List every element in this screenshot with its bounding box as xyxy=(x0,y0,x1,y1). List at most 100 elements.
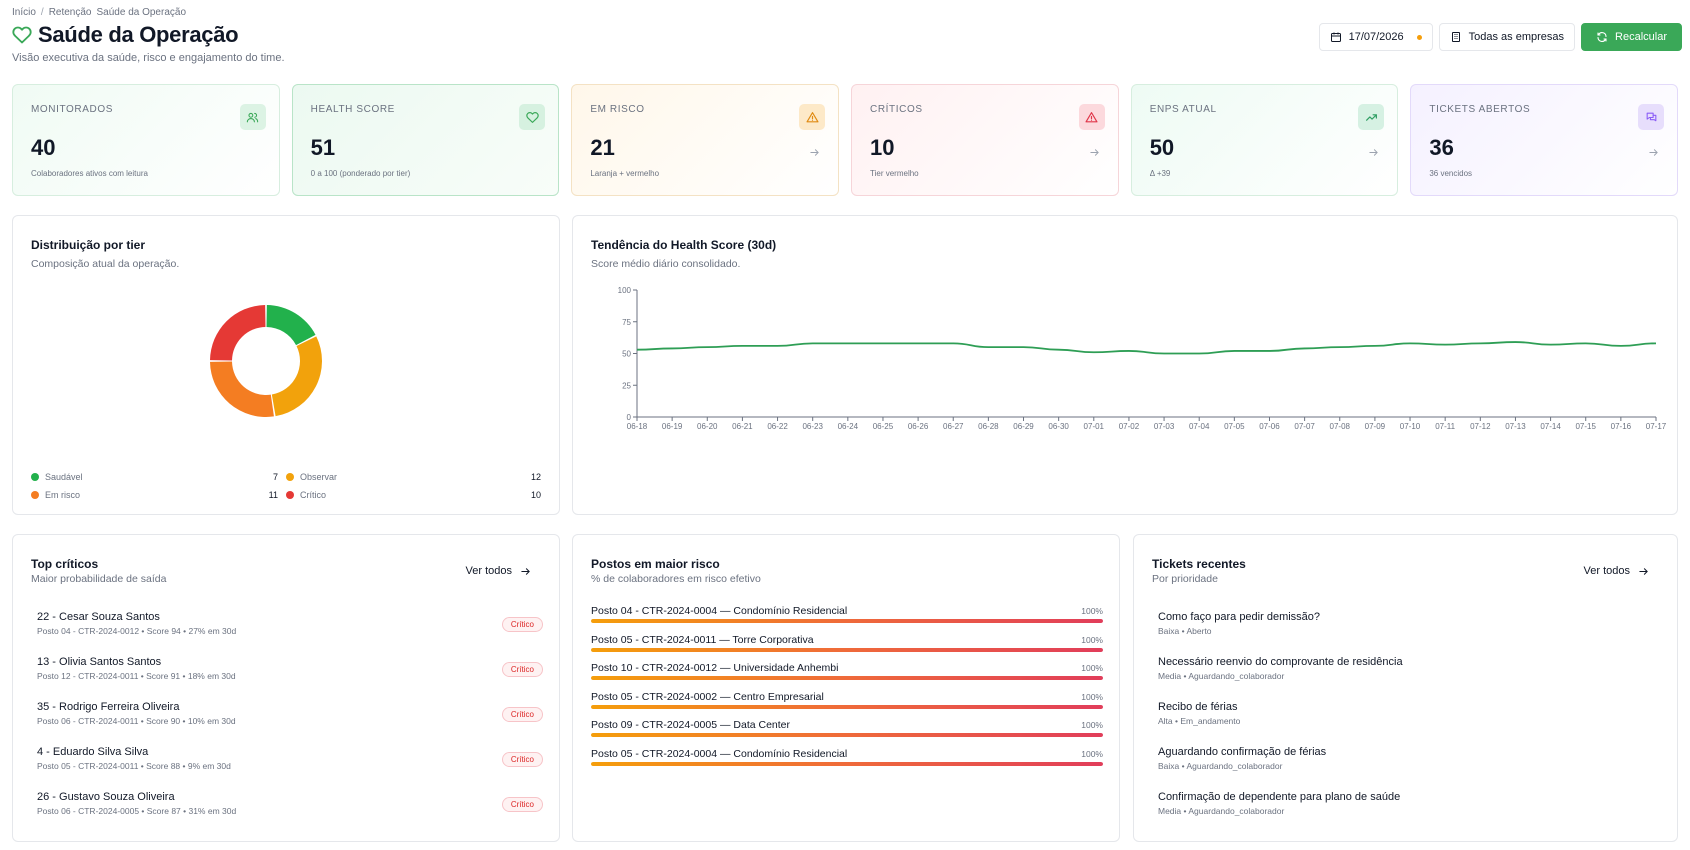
legend-label: Em risco xyxy=(45,490,81,500)
posto-percent: 100% xyxy=(1081,691,1103,702)
donut-slice-crítico xyxy=(210,305,266,361)
legend-value: 7 xyxy=(272,472,278,482)
breadcrumb-retencao[interactable]: Retenção xyxy=(48,7,92,18)
top-criticos-panel: Top críticos Maior probabilidade de saíd… xyxy=(12,534,560,842)
collaborator-name: 35 - Rodrigo Ferreira Oliveira xyxy=(37,701,180,713)
list-item[interactable]: Confirmação de dependente para plano de … xyxy=(1158,791,1658,836)
x-tick-label: 06-29 xyxy=(1013,422,1034,431)
collaborator-meta: Posto 12 - CTR-2024-0011 • Score 91 • 18… xyxy=(37,671,236,681)
recalculate-button[interactable]: Recalcular xyxy=(1581,23,1682,51)
list-item[interactable]: Posto 10 - CTR-2024-0012 — Universidade … xyxy=(591,662,1103,691)
kpi-value: 51 xyxy=(310,135,336,160)
status-badge: Crítico xyxy=(501,662,543,677)
list-item[interactable]: 4 - Eduardo Silva Silva Posto 05 - CTR-2… xyxy=(37,746,543,791)
collaborator-name: 4 - Eduardo Silva Silva xyxy=(37,746,149,758)
page-title-row: Saúde da Operação xyxy=(12,22,239,48)
list-item[interactable]: 13 - Olivia Santos Santos Posto 12 - CTR… xyxy=(37,656,543,701)
legend-swatch xyxy=(286,473,294,481)
list-item[interactable]: Posto 05 - CTR-2024-0011 — Torre Corpora… xyxy=(591,634,1103,663)
y-tick-label: 100 xyxy=(618,286,632,295)
heart-icon xyxy=(519,104,546,130)
list-item[interactable]: 35 - Rodrigo Ferreira Oliveira Posto 06 … xyxy=(37,701,543,746)
trend-panel: Tendência do Health Score (30d) Score mé… xyxy=(572,215,1678,515)
progress-fill xyxy=(591,733,1103,738)
collaborator-name: 22 - Cesar Souza Santos xyxy=(37,611,160,623)
line-chart: 0 25 50 75 100 06-18 06-19 06-20 06-21 06-22 06-23… xyxy=(618,286,1667,431)
legend-item-em-risco: Em risco 11 xyxy=(31,490,286,500)
view-all-criticos-button[interactable]: Ver todos xyxy=(466,565,531,577)
kpi-monitorados: Monitorados 40 Colaboradores ativos com … xyxy=(12,84,280,196)
list-item[interactable]: Recibo de férias Alta • Em_andamento xyxy=(1158,701,1658,746)
kpi-em-risco[interactable]: Em risco 21 Laranja + vermelho xyxy=(571,84,840,196)
list-item[interactable]: Como faço para pedir demissão? Baixa • A… xyxy=(1158,611,1658,656)
x-tick-label: 06-22 xyxy=(767,422,788,431)
kpi-health-score: Health Score 51 0 a 100 (ponderado por t… xyxy=(291,84,560,196)
status-badge: Crítico xyxy=(501,707,543,722)
list-item[interactable]: Posto 09 - CTR-2024-0005 — Data Center 1… xyxy=(591,719,1103,748)
ticket-title: Recibo de férias xyxy=(1158,701,1238,713)
breadcrumb-current: Saúde da Operação xyxy=(96,7,187,18)
legend-value: 10 xyxy=(530,490,541,500)
list-item[interactable]: Posto 05 - CTR-2024-0002 — Centro Empres… xyxy=(591,691,1103,720)
panel-subtitle: Por prioridade xyxy=(1152,573,1218,585)
progress-bar xyxy=(591,676,1103,681)
kpi-enps[interactable]: eNPS atual 50 Δ +39 xyxy=(1130,84,1399,196)
kpi-cards: Monitorados 40 Colaboradores ativos com … xyxy=(12,84,1679,196)
kpi-subtext: 0 a 100 (ponderado por tier) xyxy=(310,169,411,178)
list-item[interactable]: Posto 05 - CTR-2024-0004 — Condomínio Re… xyxy=(591,748,1103,777)
kpi-label: Health Score xyxy=(310,104,395,115)
collaborator-meta: Posto 06 - CTR-2024-0011 • Score 90 • 10… xyxy=(37,716,236,726)
alert-icon xyxy=(1078,104,1105,130)
list-item[interactable]: 26 - Gustavo Souza Oliveira Posto 06 - C… xyxy=(37,791,543,836)
panel-subtitle: Score médio diário consolidado. xyxy=(591,258,741,270)
progress-bar xyxy=(591,761,1103,766)
x-tick-label: 06-26 xyxy=(908,422,929,431)
list-item[interactable]: Aguardando confirmação de férias Baixa •… xyxy=(1158,746,1658,791)
panel-title: Tickets recentes xyxy=(1152,557,1246,571)
legend-item-saudavel: Saudável 7 xyxy=(31,472,286,482)
x-tick-label: 07-13 xyxy=(1505,422,1526,431)
building-icon xyxy=(1451,32,1460,42)
posto-name: Posto 05 - CTR-2024-0011 — Torre Corpora… xyxy=(591,633,814,646)
posto-name: Posto 09 - CTR-2024-0005 — Data Center xyxy=(591,719,791,732)
panel-title: Top críticos xyxy=(31,557,99,571)
panel-title: Tendência do Health Score (30d) xyxy=(591,238,777,252)
breadcrumb-home[interactable]: Início xyxy=(12,7,36,18)
trending-up-icon xyxy=(1358,104,1385,130)
ticket-meta: Media • Aguardando_colaborador xyxy=(1158,671,1285,681)
x-tick-label: 07-17 xyxy=(1646,422,1667,431)
legend-row: Saudável 7 Observar 12 xyxy=(31,468,541,486)
posto-name: Posto 10 - CTR-2024-0012 — Universidade … xyxy=(591,662,839,675)
date-picker-button[interactable]: 17/07/2026 xyxy=(1318,23,1433,51)
x-tick-label: 07-04 xyxy=(1189,422,1210,431)
posto-percent: 100% xyxy=(1081,663,1103,674)
x-tick-label: 07-05 xyxy=(1224,422,1245,431)
x-tick-label: 06-20 xyxy=(697,422,718,431)
y-tick-label: 0 xyxy=(627,413,632,422)
kpi-value: 10 xyxy=(870,135,895,160)
list-item[interactable]: 22 - Cesar Souza Santos Posto 04 - CTR-2… xyxy=(37,611,543,656)
series-line-0 xyxy=(636,341,1657,355)
y-tick-label: 25 xyxy=(622,381,631,390)
company-filter-button[interactable]: Todas as empresas xyxy=(1438,23,1576,51)
donut-slice-observar xyxy=(271,336,322,417)
list-item[interactable]: Posto 04 - CTR-2024-0004 — Condomínio Re… xyxy=(591,605,1103,634)
collaborator-meta: Posto 06 - CTR-2024-0005 • Score 87 • 31… xyxy=(37,806,237,816)
ticket-meta: Media • Aguardando_colaborador xyxy=(1158,806,1285,816)
legend-swatch xyxy=(31,473,39,481)
kpi-tickets-abertos[interactable]: Tickets abertos 36 36 vencidos xyxy=(1410,84,1679,196)
x-tick-label: 07-01 xyxy=(1084,422,1105,431)
kpi-label: Tickets abertos xyxy=(1429,104,1531,115)
posto-name: Posto 05 - CTR-2024-0004 — Condomínio Re… xyxy=(591,747,848,760)
view-all-tickets-button[interactable]: Ver todos xyxy=(1584,565,1649,577)
x-tick-label: 07-10 xyxy=(1400,422,1421,431)
kpi-criticos[interactable]: Críticos 10 Tier vermelho xyxy=(851,84,1119,196)
x-tick-label: 07-15 xyxy=(1575,422,1596,431)
criticos-list: 22 - Cesar Souza Santos Posto 04 - CTR-2… xyxy=(37,611,543,836)
posto-name: Posto 04 - CTR-2024-0004 — Condomínio Re… xyxy=(591,605,848,617)
kpi-subtext: Δ +39 xyxy=(1149,169,1171,178)
list-item[interactable]: Necessário reenvio do comprovante de res… xyxy=(1158,656,1658,701)
x-tick-label: 06-21 xyxy=(732,422,753,431)
recalculate-label: Recalcular xyxy=(1615,31,1667,43)
